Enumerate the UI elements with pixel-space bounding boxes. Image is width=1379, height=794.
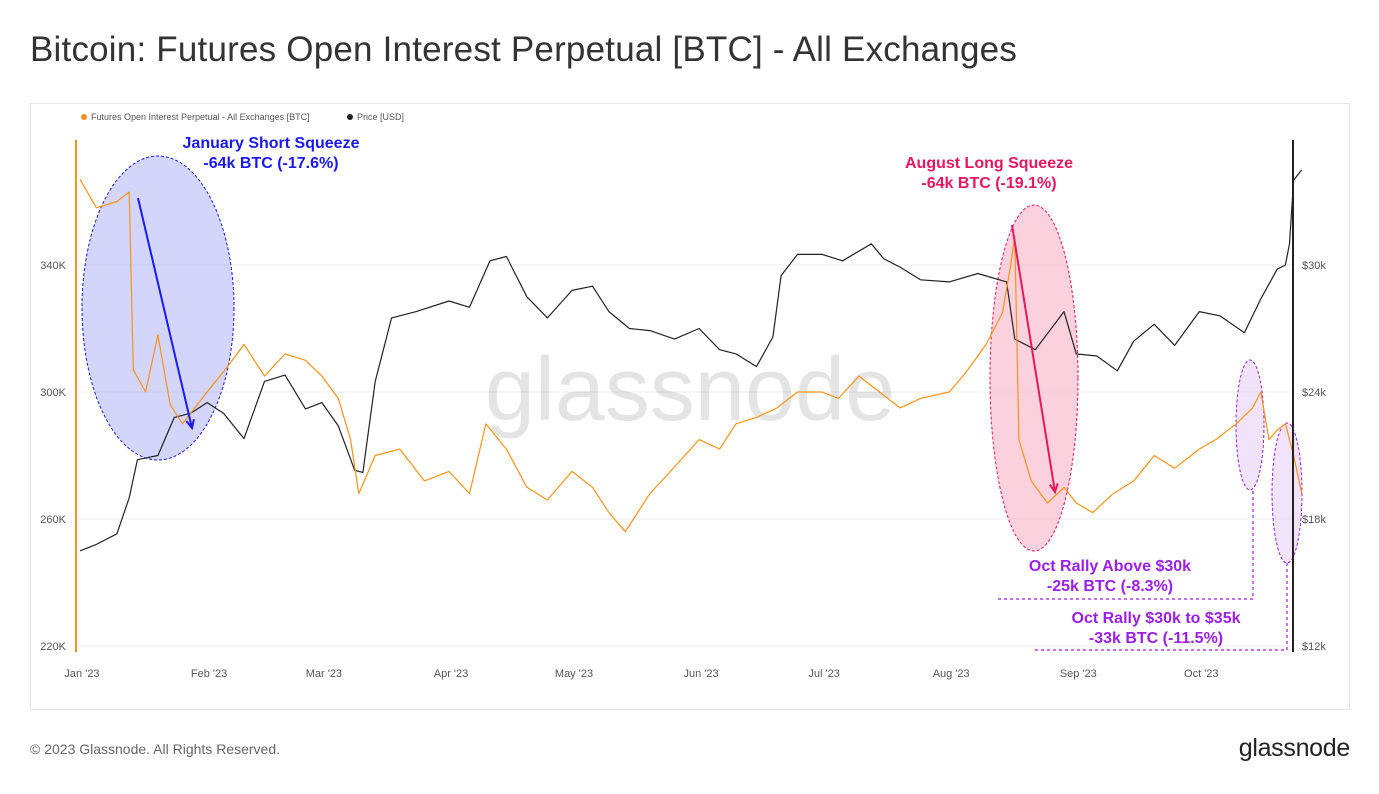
august-annotation-title: August Long Squeeze (905, 155, 1073, 172)
oct-bracket-2 (1035, 563, 1288, 651)
august-annotation-value: -64k BTC (-19.1%) (921, 175, 1056, 192)
legend-label-price: Price [USD] (357, 112, 404, 122)
copyright: © 2023 Glassnode. All Rights Reserved. (30, 741, 281, 757)
x-tick-label: Aug '23 (933, 668, 970, 680)
price-line (79, 169, 1303, 552)
chart-card (30, 103, 1350, 710)
x-tick-label: Jun '23 (684, 668, 719, 680)
january-arrow-head (185, 418, 195, 431)
oct-ellipse-2 (1271, 422, 1303, 564)
legend-label-oi: Futures Open Interest Perpetual - All Ex… (91, 112, 310, 122)
x-tick-label: Apr '23 (434, 668, 469, 680)
left-tick-label: 300K (40, 387, 66, 399)
august-ellipse (989, 204, 1079, 552)
x-tick-label: May '23 (555, 668, 593, 680)
x-tick-label: Feb '23 (191, 668, 227, 680)
oct-ellipse-1 (1235, 359, 1265, 491)
oct-bracket-1 (998, 490, 1254, 600)
x-tick-label: Sep '23 (1060, 668, 1097, 680)
right-tick-label: $12k (1302, 641, 1326, 653)
left-tick-label: 220K (40, 641, 66, 653)
page-title: Bitcoin: Futures Open Interest Perpetual… (30, 30, 1018, 69)
august-arrow-head (1049, 483, 1059, 495)
right-tick-label: $24k (1302, 387, 1326, 399)
oct1-annotation-value: -25k BTC (-8.3%) (1047, 578, 1173, 595)
oct2-annotation-value: -33k BTC (-11.5%) (1089, 630, 1223, 647)
august-arrow (1011, 224, 1056, 493)
legend-marker-oi (81, 114, 87, 120)
x-tick-label: Jul '23 (808, 668, 839, 680)
january-ellipse (81, 155, 235, 461)
oct1-annotation-title: Oct Rally Above $30k (1029, 558, 1191, 575)
open-interest-line (79, 179, 1303, 533)
oct2-annotation-title: Oct Rally $30k to $35k (1072, 610, 1241, 627)
january-arrow (137, 197, 193, 429)
left-tick-label: 340K (40, 260, 66, 272)
legend-marker-price (347, 114, 353, 120)
x-tick-label: Oct '23 (1184, 668, 1219, 680)
x-tick-label: Jan '23 (64, 668, 99, 680)
right-tick-label: $30k (1302, 260, 1326, 272)
january-annotation-value: -64k BTC (-17.6%) (203, 155, 338, 172)
x-tick-label: Mar '23 (306, 668, 342, 680)
left-tick-label: 260K (40, 514, 66, 526)
watermark: glassnode (485, 340, 895, 440)
right-tick-label: $18k (1302, 514, 1326, 526)
january-annotation-title: January Short Squeeze (183, 135, 360, 152)
glassnode-logo: glassnode (1238, 734, 1351, 762)
